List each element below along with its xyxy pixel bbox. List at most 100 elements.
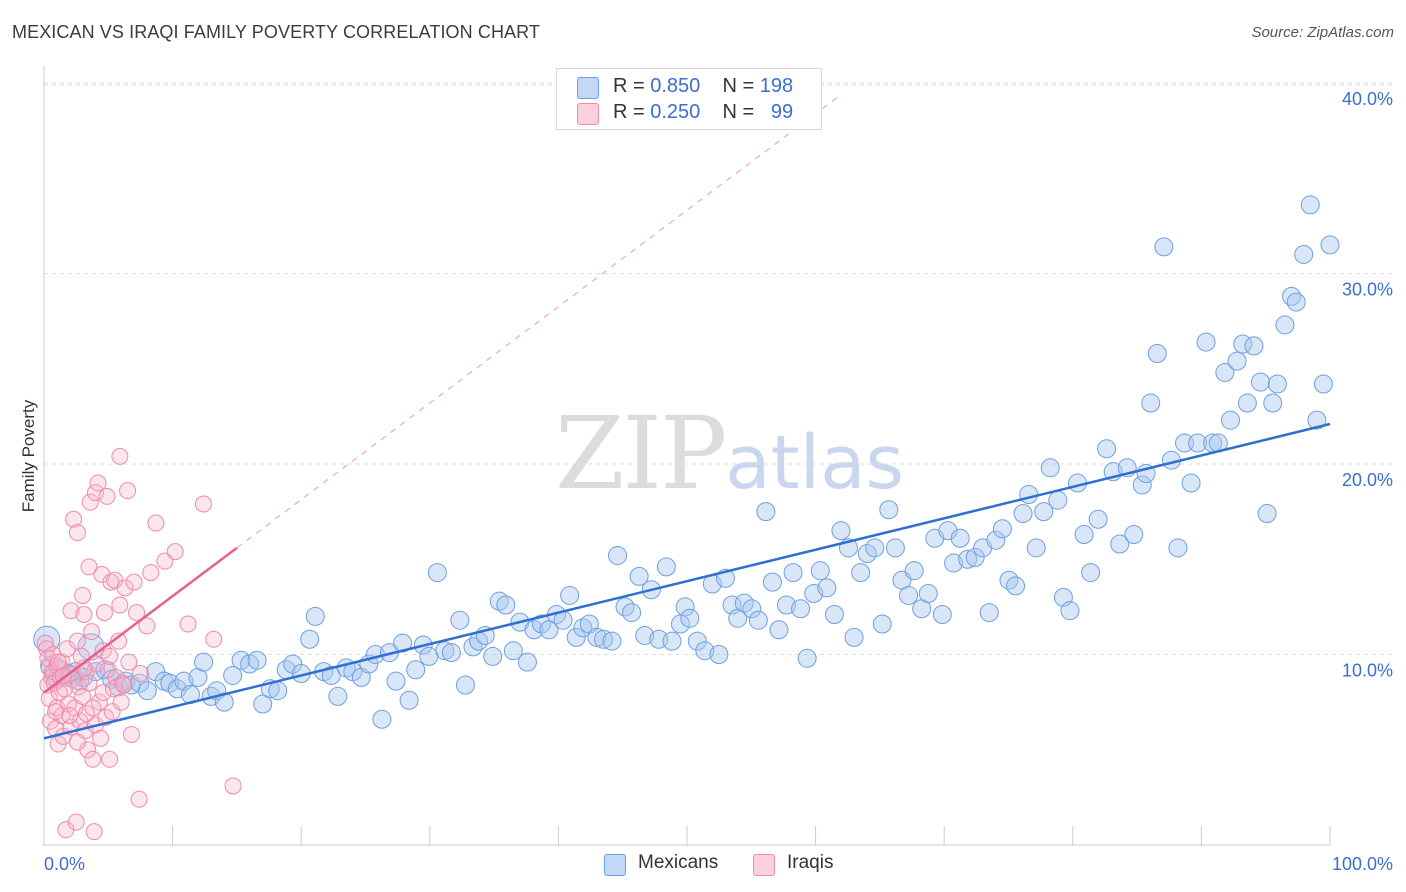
point-mexicans [406, 660, 426, 680]
point-mexicans [188, 667, 208, 687]
point-iraqis [68, 733, 86, 751]
point-iraqis [75, 605, 93, 623]
point-iraqis [101, 750, 119, 768]
point-mexicans [1088, 509, 1108, 529]
point-iraqis [125, 573, 143, 591]
point-iraqis [47, 703, 65, 721]
point-mexicans [777, 595, 797, 615]
point-mexicans [328, 686, 348, 706]
point-mexicans [950, 528, 970, 548]
x-tick-label: 0.0% [44, 854, 85, 874]
point-mexicans [1081, 563, 1101, 583]
point-iraqis [90, 693, 108, 711]
point-mexicans [372, 709, 392, 729]
point-mexicans [1147, 344, 1167, 364]
point-mexicans [517, 652, 537, 672]
point-mexicans [1026, 538, 1046, 558]
point-mexicans [1294, 244, 1314, 264]
point-mexicans [865, 538, 885, 558]
point-mexicans [450, 610, 470, 630]
point-mexicans [1188, 433, 1208, 453]
point-mexicans [1168, 538, 1188, 558]
point-mexicans [321, 665, 341, 685]
point-mexicans [1132, 475, 1152, 495]
point-iraqis [194, 495, 212, 513]
point-mexicans [851, 563, 871, 583]
point-mexicans [393, 633, 413, 653]
n-value: 198 [759, 75, 794, 97]
point-iraqis [80, 558, 98, 576]
point-iraqis [77, 705, 95, 723]
point-mexicans [662, 631, 682, 651]
point-mexicans [656, 557, 676, 577]
point-mexicans [539, 620, 559, 640]
point-iraqis [74, 586, 92, 604]
point-iraqis [85, 823, 103, 841]
point-mexicans [1074, 524, 1094, 544]
point-iraqis [98, 487, 116, 505]
point-mexicans [1286, 292, 1306, 312]
point-iraqis [95, 604, 113, 622]
point-mexicans [810, 561, 830, 581]
point-mexicans [253, 694, 273, 714]
point-iraqis [62, 602, 80, 620]
point-mexicans [756, 502, 776, 522]
point-mexicans [622, 603, 642, 623]
point-mexicans [435, 641, 455, 661]
watermark-atlas: atlas [725, 420, 905, 506]
point-iraqis [101, 647, 119, 665]
point-iraqis [147, 514, 165, 532]
legend-swatch-iraqis [753, 854, 775, 876]
point-iraqis [84, 699, 102, 717]
point-iraqis [116, 579, 134, 597]
point-mexicans [1220, 410, 1240, 430]
point-mexicans [399, 690, 419, 710]
point-mexicans [769, 620, 789, 640]
point-iraqis [120, 653, 138, 671]
point-mexicans [300, 629, 320, 649]
point-mexicans [268, 681, 288, 701]
point-mexicans [1275, 315, 1295, 335]
point-iraqis [68, 524, 86, 542]
point-mexicans [918, 584, 938, 604]
point-mexicans [629, 566, 649, 586]
x-tick-label: 100.0% [1332, 854, 1393, 874]
point-mexicans [1215, 363, 1235, 383]
n-label: N = [722, 75, 755, 97]
point-iraqis [115, 676, 133, 694]
point-mexicans [1267, 374, 1287, 394]
legend-stats-mexicans: R = 0.850 N = 198 [613, 75, 793, 98]
point-mexicans [797, 648, 817, 668]
r-label: R = [613, 75, 645, 97]
point-iraqis [205, 630, 223, 648]
point-iraqis [142, 564, 160, 582]
point-mexicans [1227, 351, 1247, 371]
point-mexicans [695, 641, 715, 661]
point-mexicans [979, 603, 999, 623]
point-mexicans [824, 604, 844, 624]
legend-label-iraqis: Iraqis [787, 852, 834, 873]
point-mexicans [1196, 332, 1216, 352]
point-mexicans [386, 671, 406, 691]
point-mexicans [944, 553, 964, 573]
point-mexicans [503, 641, 523, 661]
n-value: 99 [770, 101, 794, 123]
legend-swatch-mexicans [604, 854, 626, 876]
watermark-zip: ZIP [555, 395, 727, 512]
point-mexicans [817, 578, 837, 598]
point-mexicans [1175, 433, 1195, 453]
point-mexicans [709, 645, 729, 664]
point-mexicans [872, 614, 892, 634]
point-iraqis [130, 790, 148, 808]
point-iraqis [81, 493, 99, 511]
point-mexicans [1048, 490, 1068, 510]
point-iraqis [128, 604, 146, 622]
point-iraqis [70, 678, 88, 696]
point-iraqis [84, 750, 102, 768]
point-mexicans [879, 500, 899, 520]
point-mexicans [783, 563, 803, 583]
point-iraqis [65, 510, 83, 528]
point-mexicans [899, 585, 919, 605]
point-mexicans [427, 563, 447, 583]
